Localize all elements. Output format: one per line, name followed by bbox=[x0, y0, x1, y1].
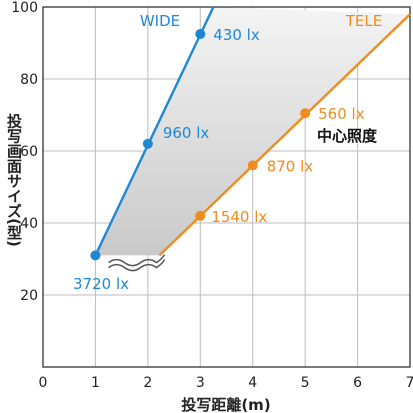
wide-point-label: 3720 lx bbox=[73, 275, 129, 293]
wide-series-name: WIDE bbox=[140, 12, 180, 30]
wide-data-point bbox=[195, 29, 206, 39]
x-tick-label: 1 bbox=[91, 375, 100, 391]
x-tick-label: 2 bbox=[143, 375, 152, 391]
break-marker bbox=[108, 254, 166, 267]
wide-series-line bbox=[94, 6, 215, 256]
x-tick-label: 5 bbox=[301, 375, 310, 391]
axes bbox=[42, 6, 411, 368]
series-points bbox=[90, 29, 311, 261]
x-tick-label: 4 bbox=[248, 375, 257, 391]
tele-data-point bbox=[195, 210, 206, 221]
y-tick-label: 60 bbox=[20, 144, 38, 160]
labels: 0 1 2 3 4 5 6 7 20 40 60 80 100 投写距離(m) 投写画面サイズ(型) WIDE… bbox=[5, 0, 413, 413]
tele-point-label: 870 lx bbox=[267, 157, 314, 175]
x-tick-label: 6 bbox=[353, 375, 362, 391]
tele-data-point bbox=[300, 108, 311, 119]
wide-point-label: 430 lx bbox=[213, 26, 260, 44]
range-fill bbox=[95, 7, 410, 272]
x-axis-label: 投写距離(m) bbox=[181, 396, 270, 413]
x-tick-label: 7 bbox=[406, 375, 413, 391]
tele-point-label: 560 lx bbox=[318, 105, 365, 123]
wide-data-point bbox=[90, 250, 101, 261]
y-tick-label: 20 bbox=[20, 288, 38, 304]
center-illuminance-annotation: 中心照度 bbox=[317, 127, 378, 145]
shaded-range bbox=[95, 7, 410, 256]
wide-data-point bbox=[142, 138, 153, 149]
tele-data-point bbox=[247, 160, 258, 171]
y-tick-label: 100 bbox=[11, 0, 38, 16]
wide-point-label: 960 lx bbox=[163, 124, 210, 142]
tele-series-name: TELE bbox=[345, 12, 382, 30]
x-tick-label: 0 bbox=[39, 375, 48, 391]
break-marker bbox=[108, 259, 166, 272]
x-tick-label: 3 bbox=[196, 375, 205, 391]
plot-frame bbox=[42, 6, 411, 368]
y-axis-label: 投写画面サイズ(型) bbox=[5, 112, 23, 247]
y-tick-label: 80 bbox=[20, 72, 38, 88]
y-tick-label: 40 bbox=[20, 216, 38, 232]
tele-point-label: 1540 lx bbox=[211, 208, 267, 226]
